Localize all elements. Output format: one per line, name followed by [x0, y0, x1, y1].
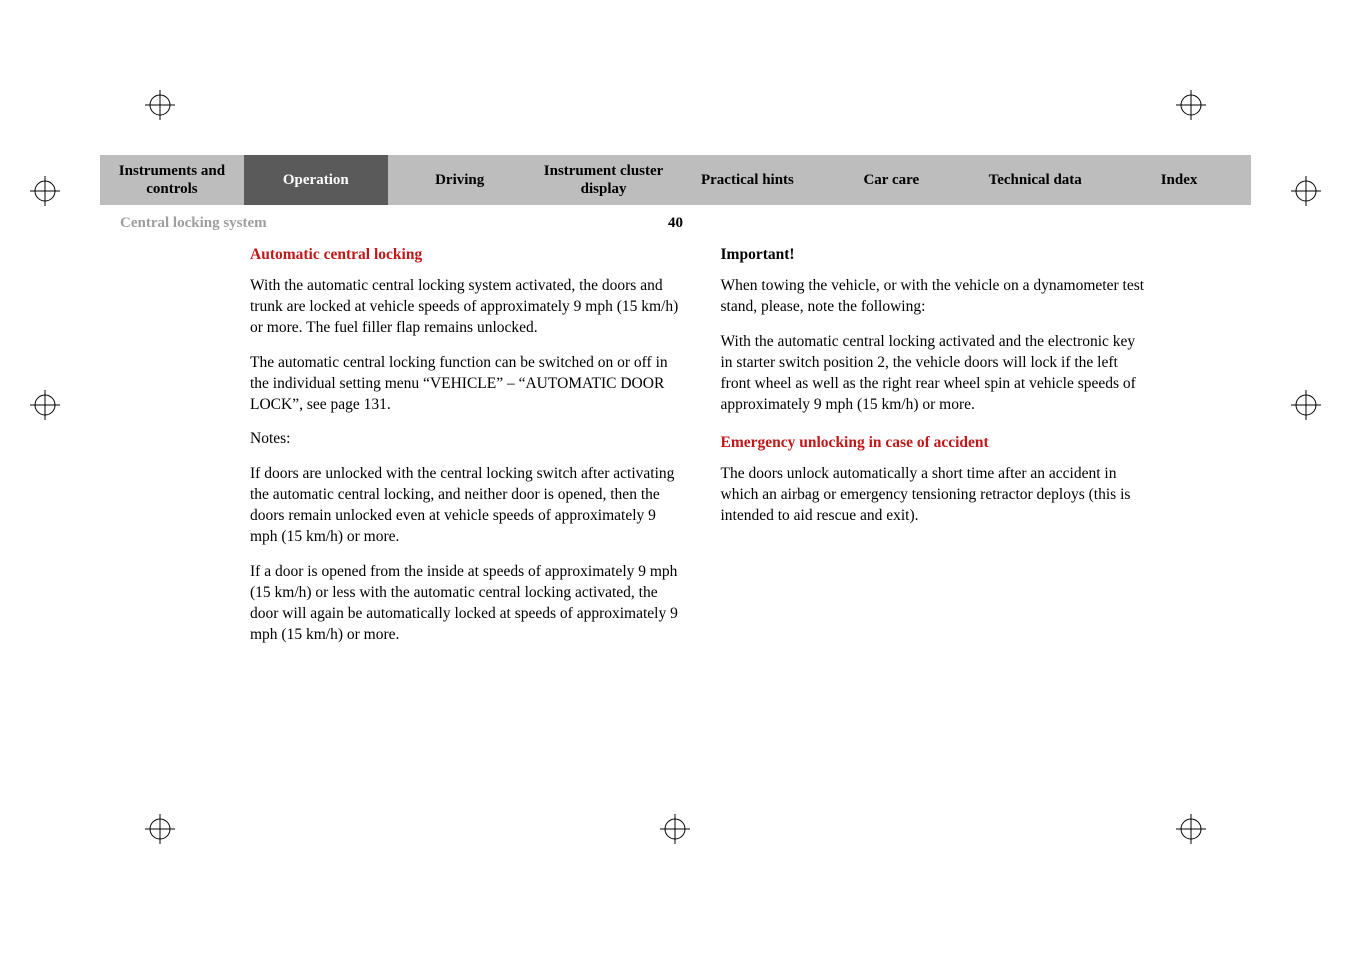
crop-mark-icon [30, 390, 60, 420]
content-area: Automatic central locking With the autom… [250, 245, 1151, 660]
nav-tab-technical-data[interactable]: Technical data [963, 155, 1107, 205]
nav-tab-index[interactable]: Index [1107, 155, 1251, 205]
crop-mark-icon [660, 814, 690, 844]
section-bar: Central locking system 40 [100, 215, 1251, 232]
nav-tab-practical-hints[interactable]: Practical hints [676, 155, 820, 205]
nav-tab-operation[interactable]: Operation [244, 155, 388, 205]
notes-label: Notes: [250, 429, 681, 450]
body-text: The doors unlock automatically a short t… [721, 464, 1152, 527]
crop-mark-icon [145, 814, 175, 844]
body-text: If a door is opened from the inside at s… [250, 562, 681, 646]
left-column: Automatic central locking With the autom… [250, 245, 681, 660]
crop-mark-icon [1291, 390, 1321, 420]
page-number: 40 [668, 215, 683, 232]
nav-tab-car-care[interactable]: Car care [819, 155, 963, 205]
crop-mark-icon [1176, 90, 1206, 120]
heading-important: Important! [721, 245, 1152, 266]
crop-mark-icon [145, 90, 175, 120]
nav-bar: Instruments and controls Operation Drivi… [100, 155, 1251, 205]
crop-mark-icon [1176, 814, 1206, 844]
nav-tab-cluster-display[interactable]: Instrument cluster display [532, 155, 676, 205]
body-text: When towing the vehicle, or with the veh… [721, 276, 1152, 318]
heading-automatic-central-locking: Automatic central locking [250, 245, 681, 266]
crop-mark-icon [1291, 176, 1321, 206]
body-text: With the automatic central locking syste… [250, 276, 681, 339]
section-title: Central locking system [120, 215, 267, 232]
body-text: If doors are unlocked with the central l… [250, 464, 681, 548]
right-column: Important! When towing the vehicle, or w… [721, 245, 1152, 660]
body-text: The automatic central locking function c… [250, 353, 681, 416]
crop-mark-icon [30, 176, 60, 206]
body-text: With the automatic central locking activ… [721, 332, 1152, 416]
nav-tab-instruments[interactable]: Instruments and controls [100, 155, 244, 205]
nav-tab-driving[interactable]: Driving [388, 155, 532, 205]
heading-emergency-unlocking: Emergency unlocking in case of accident [721, 433, 1152, 454]
